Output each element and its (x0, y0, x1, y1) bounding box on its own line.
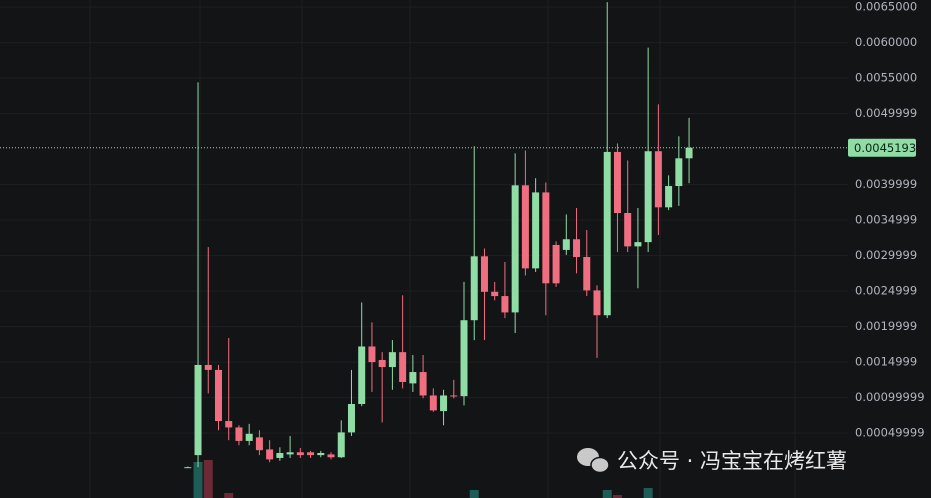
wechat-icon (590, 456, 610, 474)
volume-bar (469, 490, 479, 498)
candle-body (440, 395, 448, 412)
candle-body (368, 346, 376, 363)
y-tick-label: 0.00099999 (855, 390, 925, 404)
candle-body (562, 239, 570, 250)
candle-body (388, 352, 396, 368)
candle-body (296, 452, 304, 456)
candle-body (399, 352, 407, 382)
y-tick-label: 0.0039999 (855, 177, 917, 191)
candle-body (419, 372, 427, 396)
candle-body (654, 151, 662, 208)
candle-body (460, 320, 468, 397)
y-tick-label: 0.0029999 (855, 248, 917, 262)
candle-body (286, 452, 294, 455)
candle-body (378, 359, 386, 368)
y-tick-label: 0.0034999 (855, 213, 917, 227)
candle-body (491, 291, 499, 297)
candle-body (480, 256, 488, 292)
candle-body (204, 364, 212, 370)
watermark-text: 公众号 · 冯宝宝在烤红薯 (617, 449, 847, 473)
candle-body (665, 186, 673, 208)
candle-body (276, 452, 284, 458)
candle-body (552, 244, 560, 284)
volume-bar (203, 460, 213, 498)
candle-body (521, 185, 529, 269)
candle-body (470, 256, 478, 321)
y-tick-label: 0.0014999 (855, 355, 917, 369)
candle-body (255, 437, 263, 451)
last-price-badge (848, 138, 916, 157)
candle-body (235, 427, 243, 441)
candle-body (613, 151, 621, 214)
candle-body (358, 346, 366, 404)
candle-body (266, 449, 274, 460)
candle-body (225, 421, 233, 428)
y-tick-label: 0.0060000 (855, 35, 917, 49)
volume-bar (643, 488, 653, 498)
candle-body (429, 395, 437, 411)
candle-body (573, 239, 581, 258)
y-tick-label: 0.0065000 (855, 0, 917, 14)
candle-body (347, 403, 355, 433)
candle-body (583, 257, 591, 291)
volume-bar (193, 462, 203, 498)
candle-body (184, 467, 192, 469)
candle-body (501, 296, 509, 313)
volume-bar (602, 490, 612, 498)
candle-body (317, 452, 325, 456)
candle-body (450, 395, 458, 397)
candle-body (675, 158, 683, 187)
candle-body (624, 213, 632, 247)
candle-body (327, 454, 335, 458)
candle-body (634, 242, 642, 247)
y-tick-label: 0.0024999 (855, 284, 917, 298)
candle-body (511, 185, 519, 313)
y-tick-label: 0.00049999 (855, 426, 925, 440)
candle-body (409, 372, 417, 384)
candle-body (603, 151, 611, 316)
y-tick-label: 0.0049999 (855, 106, 917, 120)
candle-body (685, 147, 693, 159)
candle-body (542, 192, 550, 284)
candle-body (532, 192, 540, 269)
volume-bar (224, 493, 234, 498)
volume-bar (612, 495, 622, 498)
candle-body (337, 432, 345, 458)
candle-body (593, 290, 601, 316)
y-tick-label: 0.0019999 (855, 319, 917, 333)
watermark: 公众号 · 冯宝宝在烤红薯 (577, 448, 847, 474)
y-tick-label: 0.0055000 (855, 71, 917, 85)
last-price-label: 0.0045193 (854, 141, 916, 155)
candle-body (245, 433, 253, 441)
candle-body (644, 151, 652, 243)
candle-body (307, 452, 315, 456)
candle-body (194, 364, 202, 456)
candle-body (214, 369, 222, 422)
